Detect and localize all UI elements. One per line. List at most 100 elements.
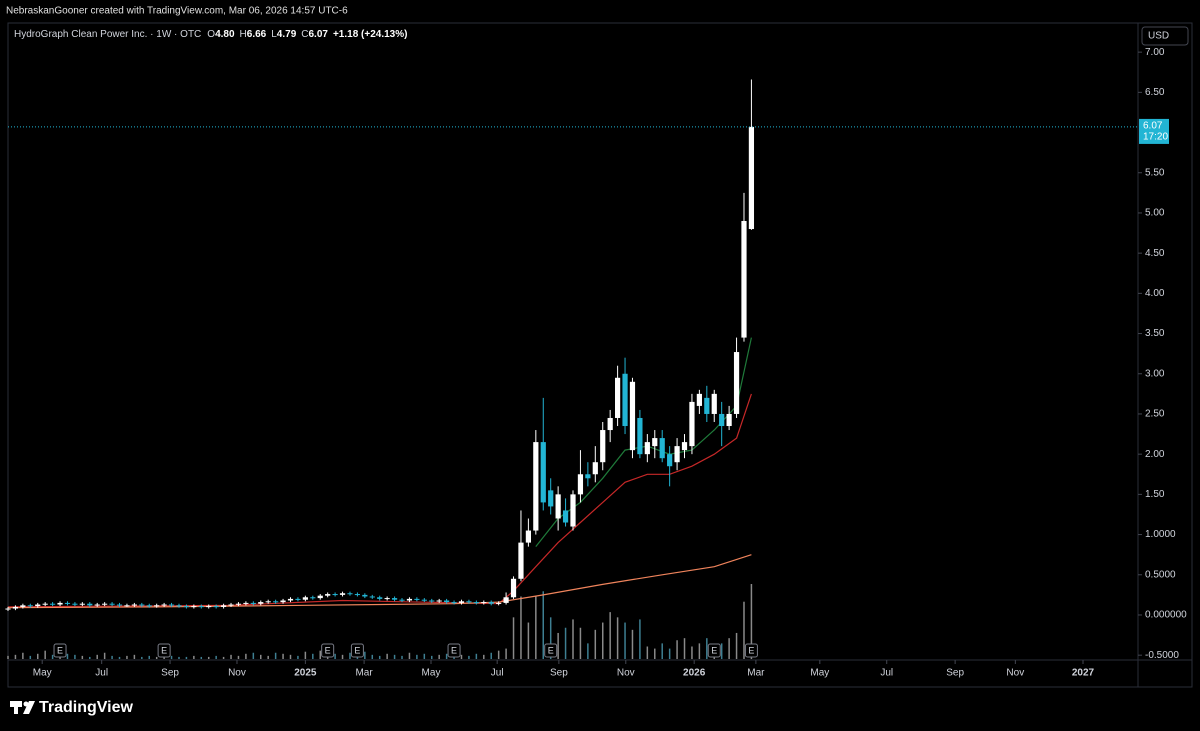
legend: HydroGraph Clean Power Inc. · 1W · OTC O4… bbox=[14, 29, 407, 40]
x-tick-label: Nov bbox=[1006, 668, 1024, 679]
earnings-marker bbox=[157, 643, 171, 658]
ohlc-key: O bbox=[207, 29, 215, 40]
candle-body bbox=[533, 442, 539, 531]
ma-line bbox=[7, 393, 752, 608]
candle-body bbox=[488, 602, 494, 604]
candle-body bbox=[667, 454, 673, 467]
earnings-label: E bbox=[57, 645, 63, 655]
candle-body bbox=[674, 446, 680, 463]
candle-body bbox=[339, 593, 346, 595]
candle-body bbox=[280, 600, 286, 603]
x-tick-label: Mar bbox=[747, 668, 765, 679]
candle-body bbox=[659, 438, 665, 459]
candle-body bbox=[726, 413, 732, 427]
candle-body bbox=[496, 602, 502, 604]
x-tick-label: Jul bbox=[95, 668, 108, 679]
countdown: 17:20 bbox=[1143, 132, 1168, 143]
candle-body bbox=[220, 605, 227, 607]
candle-body bbox=[12, 606, 19, 609]
x-tick-label: Sep bbox=[161, 668, 179, 679]
candle-body bbox=[94, 604, 100, 606]
candle-body bbox=[124, 605, 130, 607]
candle-body bbox=[444, 600, 450, 603]
candle-body bbox=[243, 602, 249, 604]
y-tick-label: 0.000000 bbox=[1145, 610, 1187, 621]
earnings-label: E bbox=[325, 645, 331, 655]
candle-body bbox=[228, 604, 234, 606]
candle-body bbox=[64, 602, 71, 604]
candle-body bbox=[510, 578, 517, 598]
frame bbox=[7, 22, 1193, 688]
ohlc-value: 6.07 bbox=[309, 29, 329, 40]
candle-body bbox=[50, 603, 56, 605]
earnings-marker bbox=[321, 643, 335, 658]
candle-body bbox=[503, 597, 509, 603]
candle-body bbox=[354, 594, 361, 596]
ohlc-value: 4.79 bbox=[277, 29, 297, 40]
candle-body bbox=[555, 494, 561, 519]
candle-body bbox=[637, 417, 643, 455]
x-tick-label: 2025 bbox=[294, 668, 317, 679]
candle-body bbox=[139, 604, 145, 606]
candle-body bbox=[399, 599, 405, 601]
candle-body bbox=[176, 605, 182, 607]
last-price-label: 6.07 bbox=[1143, 121, 1163, 132]
earnings-label: E bbox=[354, 645, 360, 655]
candle-body bbox=[57, 602, 63, 605]
x-tick-label: May bbox=[810, 668, 829, 679]
candle-body bbox=[35, 604, 41, 607]
logo-mark bbox=[23, 701, 35, 714]
candle-body bbox=[250, 602, 256, 604]
candle-body bbox=[131, 604, 137, 606]
brand: TradingView bbox=[39, 699, 134, 716]
candle-body bbox=[191, 606, 197, 608]
candle-body bbox=[436, 600, 442, 602]
candle-body bbox=[154, 605, 160, 607]
candle-body bbox=[347, 593, 353, 595]
candle-body bbox=[622, 373, 628, 427]
ohlc-key: C bbox=[301, 29, 308, 40]
y-tick-label: 2.00 bbox=[1145, 449, 1165, 460]
y-tick-label: 0.5000 bbox=[1145, 569, 1176, 580]
candle-body bbox=[258, 602, 264, 604]
candle-body bbox=[273, 601, 279, 603]
candle-body bbox=[429, 600, 435, 602]
candle-body bbox=[518, 542, 524, 579]
candle-body bbox=[741, 220, 747, 338]
candle-body bbox=[540, 442, 546, 503]
candle-body bbox=[733, 352, 740, 414]
candle-body bbox=[652, 438, 658, 447]
candle-body bbox=[265, 601, 271, 603]
candle-body bbox=[235, 603, 242, 605]
y-tick-label: 2.50 bbox=[1145, 409, 1165, 420]
currency-box bbox=[1141, 26, 1189, 46]
candle-body bbox=[161, 604, 167, 606]
candle-body bbox=[562, 510, 569, 523]
earnings-marker bbox=[447, 643, 461, 658]
candle-body bbox=[325, 594, 331, 596]
ohlc-value: 4.80 bbox=[215, 29, 235, 40]
y-tick-label: 4.50 bbox=[1145, 248, 1165, 259]
earnings-label: E bbox=[451, 645, 457, 655]
candle-body bbox=[295, 598, 301, 600]
candle-body bbox=[704, 397, 710, 414]
y-tick-label: 3.50 bbox=[1145, 328, 1165, 339]
last-price-box bbox=[1139, 118, 1169, 144]
candle-body bbox=[585, 474, 591, 479]
candle-body bbox=[481, 602, 487, 604]
candle-body bbox=[102, 603, 108, 605]
candle-body bbox=[369, 596, 375, 598]
candle-body bbox=[362, 594, 368, 597]
candle-body bbox=[109, 603, 115, 605]
candle-body bbox=[206, 606, 212, 608]
candle-body bbox=[711, 393, 717, 414]
x-tick-label: Mar bbox=[355, 668, 373, 679]
candle-body bbox=[748, 126, 755, 230]
x-tick-label: May bbox=[33, 668, 52, 679]
logo-mark bbox=[14, 701, 18, 714]
candle-body bbox=[615, 377, 621, 418]
candle-body bbox=[213, 606, 219, 608]
y-tick-label: 7.00 bbox=[1145, 47, 1165, 58]
